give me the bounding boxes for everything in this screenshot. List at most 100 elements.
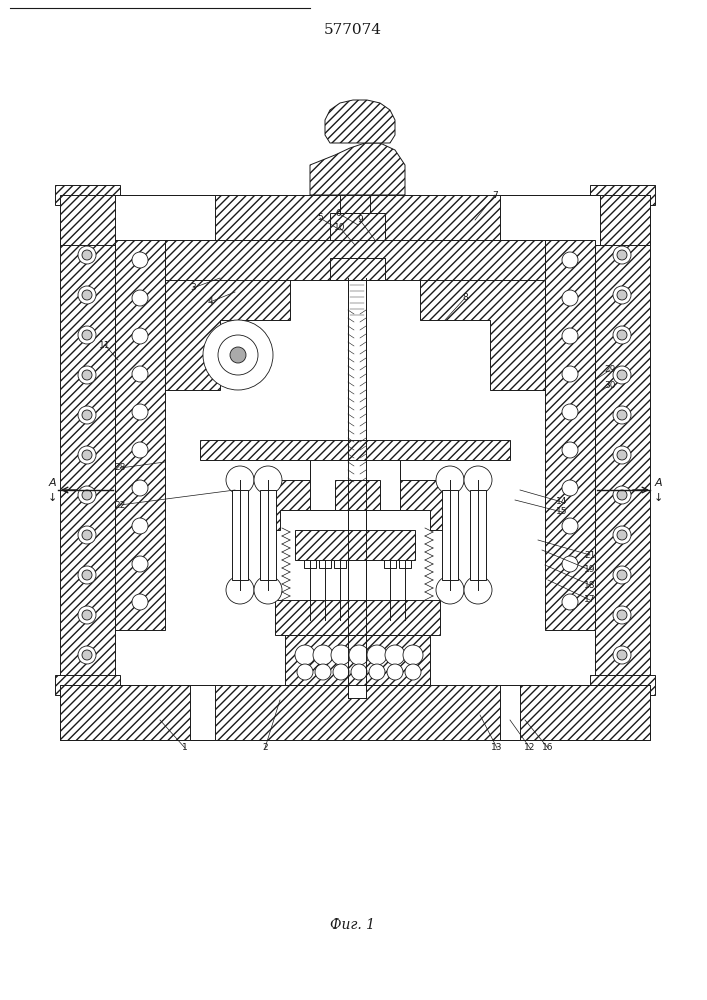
Circle shape: [617, 490, 627, 500]
Polygon shape: [200, 440, 510, 480]
Circle shape: [562, 404, 578, 420]
Bar: [232, 490, 248, 580]
Circle shape: [403, 645, 423, 665]
Circle shape: [78, 406, 96, 424]
Circle shape: [78, 566, 96, 584]
Circle shape: [562, 366, 578, 382]
Circle shape: [613, 406, 631, 424]
Text: 13: 13: [491, 744, 503, 752]
Circle shape: [132, 480, 148, 496]
Polygon shape: [325, 100, 395, 143]
Circle shape: [78, 326, 96, 344]
Circle shape: [82, 410, 92, 420]
Bar: [442, 490, 458, 580]
Circle shape: [132, 290, 148, 306]
Circle shape: [405, 664, 421, 680]
Circle shape: [78, 246, 96, 264]
Bar: [520, 685, 650, 740]
Circle shape: [132, 594, 148, 610]
Text: 30: 30: [604, 380, 616, 389]
Bar: [545, 240, 595, 630]
Circle shape: [82, 610, 92, 620]
Circle shape: [78, 366, 96, 384]
Circle shape: [82, 210, 92, 220]
Circle shape: [387, 664, 403, 680]
Circle shape: [617, 330, 627, 340]
Text: ↓: ↓: [47, 493, 57, 503]
Bar: [470, 490, 486, 580]
Text: 18: 18: [584, 580, 596, 589]
Text: 22: 22: [115, 500, 126, 510]
Circle shape: [82, 250, 92, 260]
Bar: [319, 560, 331, 568]
Circle shape: [82, 490, 92, 500]
Circle shape: [613, 366, 631, 384]
Circle shape: [436, 466, 464, 494]
Bar: [304, 560, 316, 568]
Circle shape: [82, 370, 92, 380]
Text: 5: 5: [317, 214, 323, 223]
Circle shape: [613, 606, 631, 624]
Circle shape: [617, 410, 627, 420]
Polygon shape: [260, 480, 450, 530]
Bar: [60, 685, 650, 740]
Circle shape: [218, 335, 258, 375]
Circle shape: [333, 664, 349, 680]
Circle shape: [226, 576, 254, 604]
Bar: [595, 195, 650, 685]
Circle shape: [617, 570, 627, 580]
Circle shape: [295, 645, 315, 665]
Circle shape: [562, 556, 578, 572]
Circle shape: [78, 526, 96, 544]
Bar: [500, 685, 600, 740]
Bar: [590, 675, 655, 695]
Text: 577074: 577074: [324, 23, 382, 37]
Circle shape: [78, 286, 96, 304]
Bar: [334, 560, 346, 568]
Text: 16: 16: [542, 744, 554, 752]
Circle shape: [562, 290, 578, 306]
Text: ↓: ↓: [653, 493, 662, 503]
Text: 3: 3: [190, 284, 196, 292]
Circle shape: [367, 645, 387, 665]
Circle shape: [78, 206, 96, 224]
Circle shape: [617, 290, 627, 300]
Circle shape: [464, 576, 492, 604]
Bar: [399, 560, 411, 568]
Bar: [55, 185, 120, 205]
Circle shape: [385, 645, 405, 665]
Circle shape: [132, 404, 148, 420]
Circle shape: [331, 645, 351, 665]
Text: 6: 6: [335, 209, 341, 218]
Circle shape: [613, 566, 631, 584]
Circle shape: [617, 610, 627, 620]
Text: 11: 11: [99, 340, 111, 350]
Circle shape: [313, 645, 333, 665]
Circle shape: [315, 664, 331, 680]
Circle shape: [254, 466, 282, 494]
Text: А: А: [654, 478, 662, 488]
Circle shape: [562, 252, 578, 268]
Circle shape: [230, 347, 246, 363]
Text: 19: 19: [584, 566, 596, 574]
Circle shape: [613, 526, 631, 544]
Polygon shape: [310, 143, 405, 195]
Text: 14: 14: [556, 497, 568, 506]
Bar: [115, 240, 165, 630]
Bar: [348, 278, 366, 698]
Circle shape: [297, 664, 313, 680]
Bar: [60, 195, 115, 685]
Text: 1: 1: [182, 744, 188, 752]
Text: 9: 9: [357, 216, 363, 225]
Circle shape: [254, 576, 282, 604]
Text: 15: 15: [556, 508, 568, 516]
Text: 28: 28: [115, 464, 126, 473]
Bar: [260, 490, 276, 580]
Circle shape: [132, 518, 148, 534]
Polygon shape: [165, 240, 290, 390]
Bar: [310, 460, 400, 510]
Circle shape: [617, 530, 627, 540]
Bar: [115, 685, 215, 740]
Text: 7: 7: [492, 190, 498, 200]
Circle shape: [613, 286, 631, 304]
